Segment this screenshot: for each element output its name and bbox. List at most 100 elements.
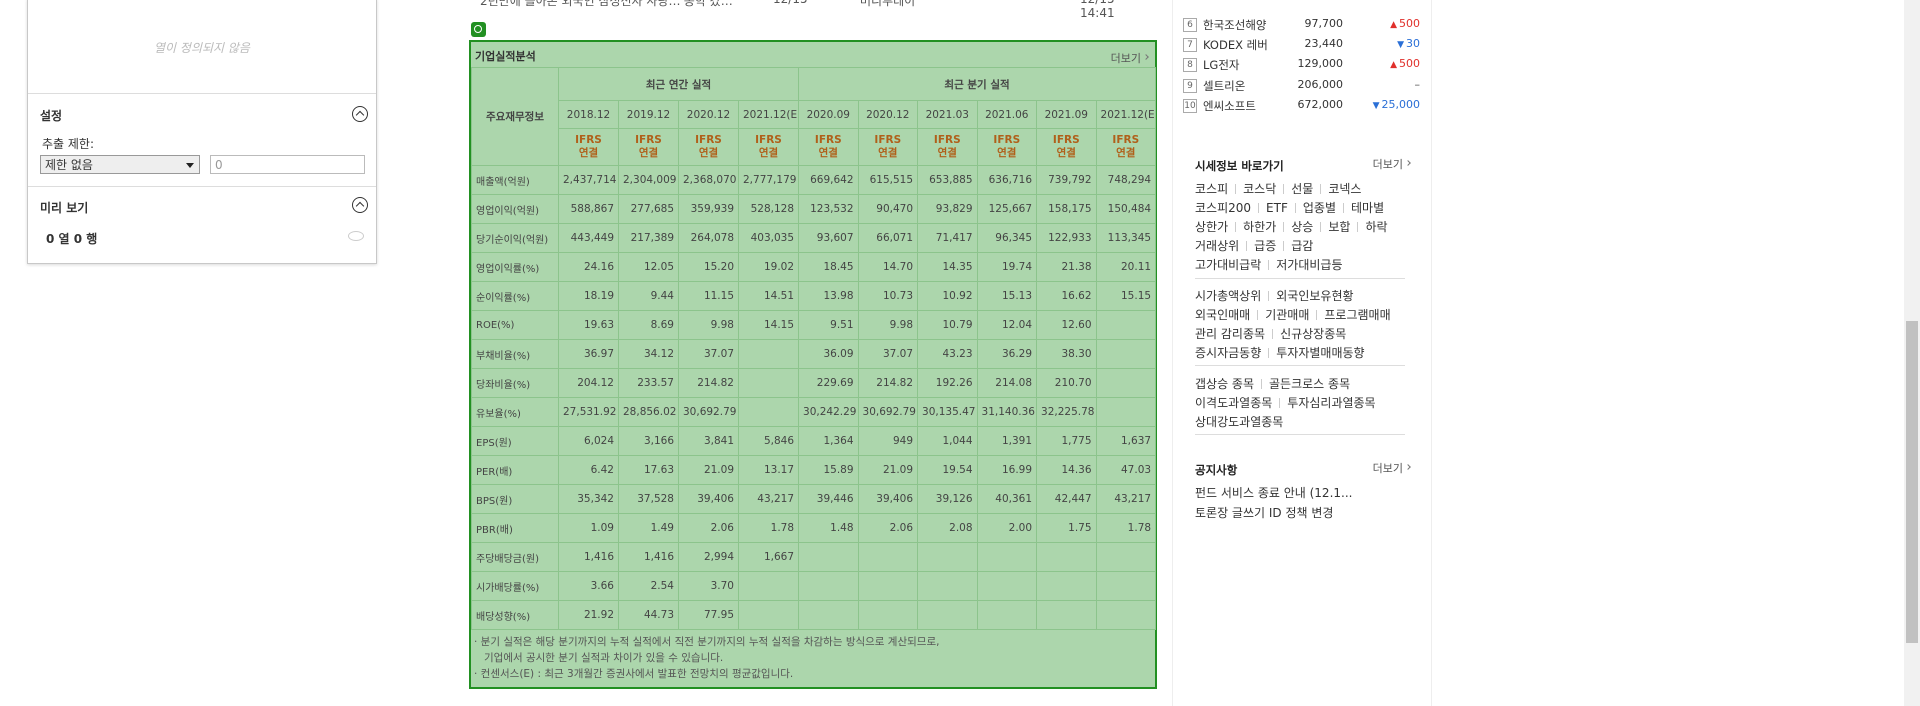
news-date: 12/15 [773, 0, 808, 6]
link[interactable]: 테마별 [1350, 201, 1385, 215]
link-line: 외국인매매 기관매매 프로그램매매 [1195, 306, 1391, 323]
link[interactable]: 코스피 [1195, 182, 1229, 196]
link[interactable]: 기관매매 [1265, 308, 1310, 322]
cell: 739,792 [1036, 165, 1097, 195]
more-link[interactable]: 더보기 [1111, 50, 1149, 66]
link[interactable]: 하락 [1365, 220, 1388, 234]
cell: 264,078 [678, 223, 739, 253]
cell: 15.15 [1095, 281, 1157, 311]
link-line: 상한가 하한가 상승 보합 하락 [1195, 218, 1388, 235]
link[interactable]: 관리 감리종목 [1195, 327, 1266, 341]
notes: · 분기 실적은 해당 분기까지의 누적 실적에서 직전 분기까지의 누적 실적… [474, 634, 939, 682]
notice[interactable]: 토론장 글쓰기 ID 정책 변경 [1195, 505, 1334, 520]
header-row: 주요재무정보 최근 연간 실적 최근 분기 실적 [471, 67, 1157, 166]
separator [1261, 379, 1263, 389]
stock-name[interactable]: 한국조선해양 [1203, 18, 1267, 32]
cell: 28,856.02 [618, 397, 679, 427]
cell: 39,446 [798, 484, 859, 514]
note: · 분기 실적은 해당 분기까지의 누적 실적에서 직전 분기까지의 누적 실적… [474, 636, 940, 648]
link[interactable]: 선물 [1291, 182, 1314, 196]
link[interactable]: 시가총액상위 [1195, 289, 1262, 303]
cell: 39,406 [857, 484, 919, 514]
limit-label: 추출 제한: [42, 137, 95, 151]
more-link[interactable]: 더보기 [1373, 156, 1411, 172]
cell: 2,437,714 [558, 165, 619, 195]
change-arrow: ▲ [1390, 60, 1397, 71]
cell [798, 600, 859, 630]
price: 129,000 [1297, 57, 1344, 71]
link[interactable]: ETF [1266, 201, 1288, 215]
limit-select[interactable]: 제한 없음 [40, 155, 200, 174]
link[interactable]: 상한가 [1195, 220, 1229, 234]
period: 2020.09 [798, 100, 859, 129]
rank: 8 [1183, 58, 1197, 73]
rank: 7 [1183, 38, 1197, 53]
link[interactable]: 급감 [1291, 239, 1314, 253]
link[interactable]: 상승 [1291, 220, 1314, 234]
cell: 32,225.78 [1036, 397, 1097, 427]
news-row[interactable]: 2년만에 돌아온 외국인 삼성전자 사랑…'동학 갔… 12/15 머니투데이 … [480, 0, 1150, 20]
period: 2021.03 [917, 100, 978, 129]
notice[interactable]: 펀드 서비스 종료 안내 (12.1... [1195, 486, 1353, 500]
cell: 214.82 [678, 368, 739, 398]
change-value: – [1414, 77, 1421, 91]
link[interactable]: 급증 [1254, 239, 1277, 253]
link[interactable]: 코넥스 [1328, 182, 1362, 196]
cell: 10.79 [917, 310, 978, 340]
collapse-button[interactable] [352, 106, 368, 122]
cell: 14.36 [1036, 455, 1097, 485]
cell: 43,217 [737, 484, 800, 514]
link[interactable]: 외국인매매 [1195, 308, 1251, 322]
link[interactable]: 상대강도과열종목 [1195, 415, 1284, 429]
row-label: EPS(원) [471, 426, 559, 456]
link[interactable]: 신규상장종목 [1280, 327, 1347, 341]
link[interactable]: 저가대비급등 [1276, 258, 1343, 272]
news-source: 머니투데이 [860, 0, 916, 8]
limit-input[interactable]: 0 [210, 155, 365, 174]
cell: 122,933 [1036, 223, 1097, 253]
cell [917, 542, 978, 572]
link[interactable]: 코스피200 [1195, 201, 1252, 215]
data-row: 당좌비율(%) 204.12 233.57 214.82 229.69 214.82 192… [471, 368, 1157, 398]
link[interactable]: 고가대비급락 [1195, 258, 1262, 272]
separator [1357, 222, 1359, 232]
link[interactable]: 골든크로스 종목 [1269, 377, 1351, 391]
row-label: BPS(원) [471, 484, 559, 514]
scrollbar-thumb[interactable] [1906, 321, 1918, 643]
link[interactable]: 프로그램매매 [1324, 308, 1391, 322]
stock-name[interactable]: KODEX 레버 [1203, 38, 1268, 53]
cell: 669,642 [798, 165, 859, 195]
basis-top: IFRS [1112, 134, 1140, 146]
link[interactable]: 외국인보유현황 [1276, 289, 1354, 303]
link[interactable]: 보합 [1328, 220, 1351, 234]
row-header: 주요재무정보 [471, 67, 559, 166]
link[interactable]: 갭상승 종목 [1195, 377, 1255, 391]
news-title[interactable]: 2년만에 돌아온 외국인 삼성전자 사랑…'동학 갔… [480, 0, 733, 8]
link[interactable]: 증시자금동향 [1195, 346, 1262, 360]
cell: 9.98 [857, 310, 919, 340]
period: 2021.12(E) [1095, 100, 1157, 129]
link[interactable]: 코스닥 [1243, 182, 1277, 196]
link[interactable]: 투자심리과열종목 [1287, 396, 1376, 410]
collapse-button[interactable] [352, 197, 368, 213]
eye-icon[interactable] [348, 231, 364, 241]
link[interactable]: 하한가 [1243, 220, 1277, 234]
separator [1283, 222, 1285, 232]
change-value: 500 [1399, 57, 1420, 71]
stock-name[interactable]: 셀트리온 [1203, 78, 1246, 93]
cell: 39,126 [917, 484, 978, 514]
stock-name[interactable]: 엔씨소프트 [1203, 98, 1256, 113]
link[interactable]: 업종별 [1302, 201, 1336, 215]
cell: 24.16 [558, 252, 619, 282]
cell: 12.60 [1036, 310, 1097, 340]
link[interactable]: 거래상위 [1195, 239, 1240, 253]
basis-top: IFRS [635, 134, 662, 146]
link[interactable]: 투자자별매매동향 [1276, 346, 1365, 360]
row-label: 유보율(%) [471, 397, 559, 427]
more-link[interactable]: 더보기 [1373, 460, 1411, 476]
basis-top: IFRS [575, 134, 602, 146]
link[interactable]: 이격도과열종목 [1195, 396, 1273, 410]
cell: 5,846 [737, 426, 800, 456]
cell: 39,406 [678, 484, 739, 514]
stock-name[interactable]: LG전자 [1203, 58, 1240, 73]
